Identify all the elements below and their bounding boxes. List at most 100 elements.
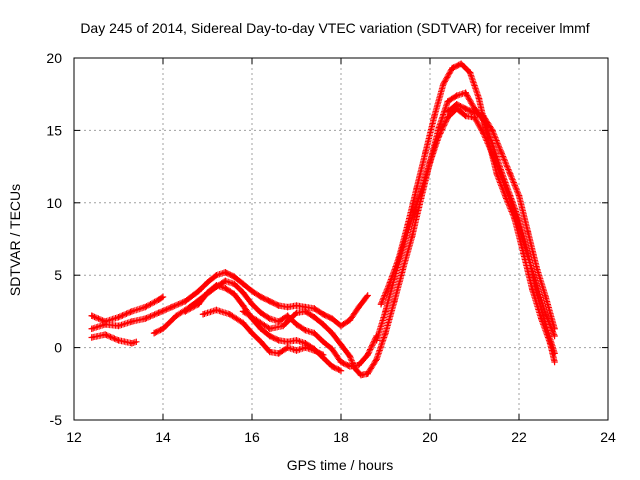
data-point (284, 344, 291, 351)
data-point (355, 361, 362, 369)
x-tick-label: 20 (422, 429, 438, 445)
data-point (529, 286, 536, 293)
series-sdtvar-7 (239, 89, 558, 379)
data-point (182, 308, 189, 315)
data-point (391, 274, 398, 282)
series-sdtvar-2 (88, 331, 140, 347)
data-point (128, 308, 136, 315)
data-point (195, 300, 202, 308)
data-point (453, 101, 460, 108)
data-point (213, 272, 220, 279)
data-point (88, 312, 95, 319)
data-point (239, 319, 247, 327)
data-point (115, 337, 122, 344)
data-point (337, 358, 345, 366)
data-point (475, 95, 483, 102)
data-point (239, 302, 247, 309)
series-sdtvar-6 (199, 306, 327, 359)
y-tick-label: 0 (54, 340, 62, 356)
data-point (253, 316, 260, 324)
x-tick-label: 14 (155, 429, 171, 445)
data-point (266, 332, 273, 340)
data-point (213, 306, 220, 314)
data-point (346, 353, 354, 360)
data-point (284, 338, 291, 346)
data-point (551, 358, 558, 366)
data-point (311, 313, 318, 321)
data-point (409, 214, 416, 221)
data-point (142, 303, 149, 311)
data-point (88, 334, 95, 341)
data-point (498, 173, 505, 180)
data-point (168, 303, 176, 311)
data-point (222, 269, 229, 276)
data-point (382, 308, 389, 315)
data-point (538, 315, 545, 322)
data-point (400, 264, 407, 272)
data-point (222, 277, 229, 285)
data-point (155, 309, 162, 317)
data-point (239, 308, 247, 315)
data-point (320, 321, 327, 328)
data-point (480, 130, 487, 137)
data-point (426, 159, 434, 166)
data-point (231, 280, 238, 288)
data-point (101, 321, 109, 328)
data-point (328, 363, 336, 370)
data-point (133, 338, 140, 346)
data-point (337, 341, 345, 348)
data-point (293, 309, 300, 317)
data-point (444, 98, 451, 105)
data-point (328, 329, 336, 337)
data-point (471, 109, 478, 117)
data-point (462, 105, 469, 112)
data-point (453, 92, 460, 99)
data-point (346, 316, 354, 324)
data-point (222, 285, 229, 292)
data-point (489, 150, 496, 157)
data-point (115, 322, 122, 330)
data-point (422, 148, 429, 156)
data-point (248, 300, 256, 308)
data-point (320, 311, 327, 318)
data-point (373, 355, 380, 363)
data-point (524, 228, 532, 235)
y-tick-label: 10 (46, 195, 62, 211)
data-point (150, 329, 158, 337)
y-tick-label: 15 (46, 122, 62, 138)
data-point (462, 89, 469, 96)
data-point (302, 344, 309, 351)
data-point (457, 60, 465, 67)
series-sdtvar-10 (444, 101, 558, 332)
data-point (159, 293, 167, 301)
data-point (328, 315, 336, 322)
data-point (257, 338, 265, 346)
series-sdtvar-8 (377, 60, 558, 366)
data-point (440, 80, 447, 88)
data-point (293, 347, 300, 354)
series-sdtvar-3 (88, 269, 371, 332)
axis-ticks (73, 57, 609, 421)
data-point (506, 170, 514, 178)
data-point (328, 345, 336, 353)
data-point (382, 329, 389, 337)
data-point (266, 298, 273, 305)
data-point (173, 312, 180, 319)
data-point (364, 292, 371, 299)
data-point (257, 325, 265, 332)
data-point (462, 112, 469, 120)
data-point (275, 337, 282, 344)
data-point (275, 302, 282, 309)
data-point (279, 322, 287, 330)
data-point (142, 315, 149, 322)
x-axis-label: GPS time / hours (287, 457, 394, 473)
data-point (293, 302, 300, 309)
data-point (195, 287, 202, 295)
data-point (337, 367, 345, 374)
data-point (533, 282, 540, 289)
data-point (182, 298, 189, 305)
x-tick-label: 16 (244, 429, 260, 445)
data-point (542, 293, 549, 301)
series-sdtvar-4 (150, 277, 380, 370)
data-point (293, 337, 300, 344)
